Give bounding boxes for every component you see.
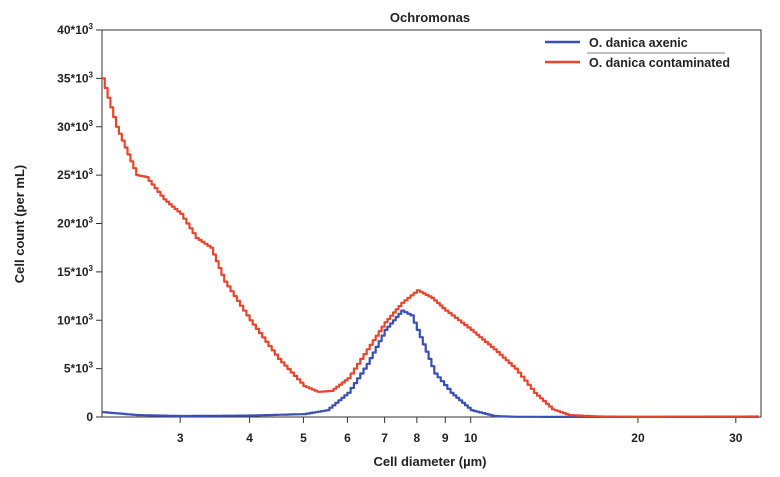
y-axis-label: Cell count (per mL) [12, 165, 27, 283]
series-line-axenic [102, 309, 759, 418]
y-tick-label: 25*103 [57, 167, 93, 182]
y-tick-label: 40*103 [57, 22, 93, 37]
y-tick-label: 20*103 [57, 216, 93, 231]
x-tick-label: 5 [300, 431, 307, 445]
x-tick-label: 20 [631, 431, 645, 445]
x-tick-label: 8 [414, 431, 421, 445]
x-tick-label: 4 [246, 431, 253, 445]
x-tick-label: 7 [381, 431, 388, 445]
y-tick-label: 0 [86, 410, 93, 424]
y-tick-label: 15*103 [57, 264, 93, 279]
x-axis-label: Cell diameter (µm) [374, 454, 487, 469]
series-line-contaminated [102, 77, 759, 418]
chart-title: Ochromonas [390, 10, 470, 25]
legend-label-contaminated: O. danica contaminated [589, 56, 730, 70]
y-tick-label: 10*103 [57, 312, 93, 327]
x-tick-label: 3 [177, 431, 184, 445]
y-tick-label: 5*103 [64, 361, 94, 376]
legend: O. danica axenic O. danica contaminated [545, 36, 730, 70]
legend-label-axenic: O. danica axenic [589, 36, 688, 50]
x-tick-label: 10 [464, 431, 478, 445]
x-tick-label: 30 [729, 431, 743, 445]
x-tick-label: 6 [344, 431, 351, 445]
y-tick-label: 35*103 [57, 70, 93, 85]
y-tick-label: 30*103 [57, 119, 93, 134]
x-tick-label: 9 [442, 431, 449, 445]
